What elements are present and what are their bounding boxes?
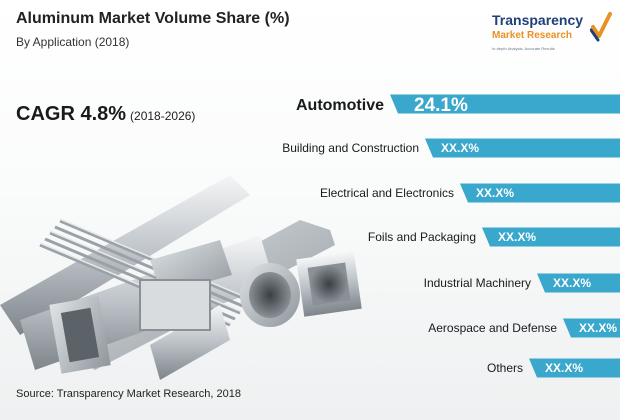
chart-title: Aluminum Market Volume Share (%) [16,10,290,27]
category-label: Automotive [296,97,384,114]
category-label: Aerospace and Defense [428,321,557,335]
bar-row: Building and Construction XX.X% [282,138,620,158]
bar [482,227,620,247]
value-label: XX.X% [441,141,479,155]
value-label: XX.X% [476,186,514,200]
bar [460,183,620,203]
bar [529,358,620,378]
logo-line1: Transparency [492,12,584,28]
chart-subtitle: By Application (2018) [16,35,130,49]
category-label: Building and Construction [282,141,419,155]
company-logo: Transparency Market Research In-depth An… [492,10,616,60]
value-label: XX.X% [545,361,583,375]
value-label: 24.1% [414,95,468,116]
bar-row: Industrial Machinery XX.X% [424,273,620,293]
category-label: Foils and Packaging [368,230,476,244]
bar [563,318,620,338]
category-label: Others [487,361,523,375]
cagr-callout: CAGR 4.8% (2018-2026) [16,103,195,126]
source-note: Source: Transparency Market Research, 20… [16,388,242,400]
logo-tagline: In-depth Analysis. Accurate Results [492,46,555,51]
category-label: Electrical and Electronics [320,186,454,200]
bar [390,94,620,114]
logo-line2: Market Research [492,30,573,41]
bar-row: Aerospace and Defense XX.X% [428,318,620,338]
bar-row: Electrical and Electronics XX.X% [320,183,620,203]
bar-row: Foils and Packaging XX.X% [368,227,620,247]
bar-row: Automotive 24.1% [296,94,620,116]
category-label: Industrial Machinery [424,276,531,290]
bar [425,138,620,158]
aluminum-profiles-illustration [0,175,362,380]
value-label: XX.X% [553,276,591,290]
logo-mark-icon [590,12,612,42]
bar [537,273,620,293]
cagr-value: CAGR 4.8% [16,103,127,125]
cagr-period: (2018-2026) [130,109,196,123]
value-label: XX.X% [498,230,536,244]
bar-row: Others XX.X% [487,358,620,378]
value-label: XX.X% [579,321,617,335]
